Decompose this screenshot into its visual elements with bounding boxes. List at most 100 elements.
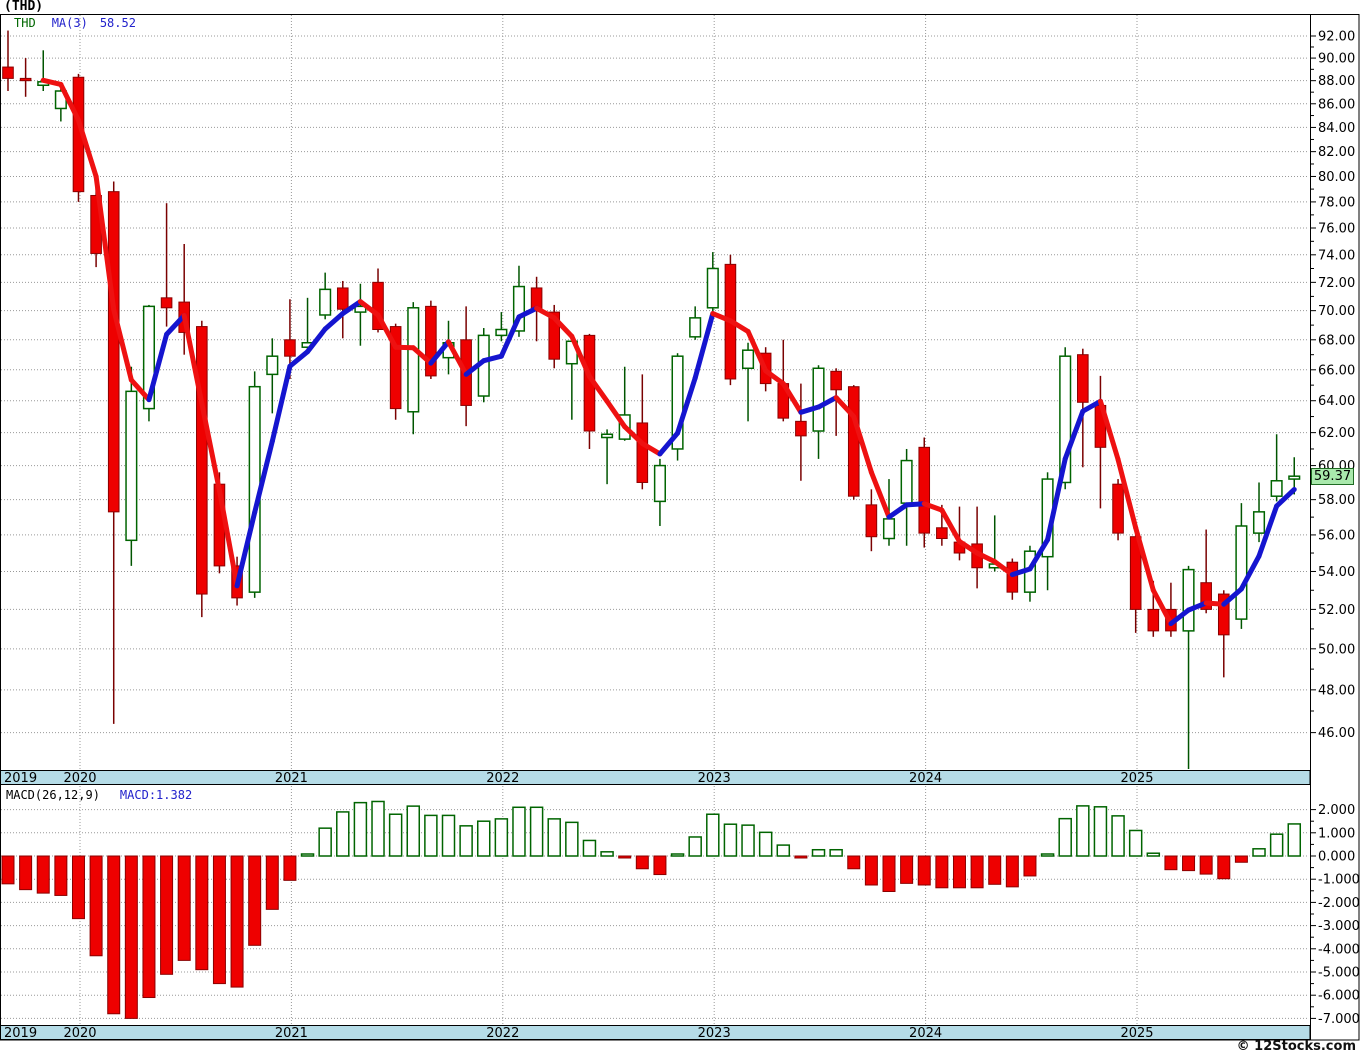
ma3-segment	[305, 326, 328, 355]
ma3-segment	[111, 307, 134, 383]
candle-51	[900, 448, 913, 546]
ma3-segment	[340, 299, 363, 317]
macd-bar-32	[565, 821, 579, 857]
candle-body	[125, 390, 138, 542]
year-label: 2023	[698, 1026, 731, 1041]
ma3-segment	[1080, 398, 1103, 414]
macd-histogram	[1, 800, 1302, 1019]
candle-19	[336, 280, 349, 339]
macd-bar-1	[19, 855, 33, 891]
candle-body	[1288, 475, 1301, 480]
candle-62	[1094, 375, 1107, 509]
ma3-segment	[1168, 607, 1192, 627]
ma3-segment	[1062, 408, 1086, 462]
macd-bar-60	[1058, 817, 1072, 857]
candle-55	[971, 506, 983, 589]
macd-bar-67	[1182, 855, 1196, 872]
price-tick-label: 76.00	[1318, 222, 1355, 237]
candle-14	[248, 371, 261, 598]
macd-bar-6	[107, 855, 121, 1015]
macd-bar-44	[776, 844, 791, 857]
price-tick-label: 68.00	[1318, 333, 1355, 348]
ma3-segment	[216, 487, 240, 589]
macd-bar-15	[265, 855, 279, 910]
candle-body	[336, 287, 349, 310]
ma3-segment	[1274, 486, 1297, 509]
candle-39	[689, 306, 702, 340]
candle-body	[548, 311, 561, 360]
candle-body	[601, 433, 614, 439]
candle-body	[741, 349, 755, 370]
ma3-segment	[446, 339, 469, 377]
macd-bar-36	[635, 855, 649, 870]
macd-bar-65	[1146, 852, 1161, 857]
ma3-segment	[58, 81, 81, 123]
copyright-footer: © 12Stocks.com	[1236, 1039, 1356, 1054]
macd-bar-47	[829, 848, 843, 857]
candle-body	[882, 518, 896, 540]
macd-bar-17	[300, 853, 315, 857]
ma3-segment	[357, 299, 381, 318]
macd-bar-41	[723, 823, 738, 857]
ma3-segment	[1097, 398, 1121, 462]
candle-29	[512, 265, 526, 337]
candle-38	[671, 353, 684, 461]
candle-body	[1112, 483, 1124, 534]
candle-body	[936, 527, 948, 540]
ma3-segment	[481, 353, 504, 364]
candle-11	[196, 320, 208, 618]
macd-bar-30	[529, 806, 544, 857]
year-label: 2020	[63, 771, 96, 786]
year-label: 2025	[1120, 771, 1153, 786]
candle-9	[160, 203, 173, 327]
candle-body	[107, 191, 120, 513]
macd-bar-5	[89, 855, 103, 957]
price-tick-label: 64.00	[1318, 394, 1355, 409]
candle-body	[1235, 525, 1248, 620]
candle-body	[900, 459, 913, 504]
ma3-segment	[904, 501, 927, 508]
price-tick-label: 58.00	[1318, 493, 1355, 508]
price-tick-label: 86.00	[1318, 97, 1355, 112]
candle-58	[1023, 545, 1037, 602]
candle-24	[425, 300, 437, 379]
candle-body	[812, 367, 825, 432]
candle-body	[653, 464, 666, 503]
macd-bar-70	[1234, 855, 1248, 863]
macd-bar-55	[970, 855, 984, 889]
macd-params-label: MACD(26,12,9)	[6, 788, 100, 802]
macd-bar-3	[54, 855, 68, 896]
ma3-segment	[516, 305, 540, 320]
ma3-segment	[586, 373, 610, 404]
price-tick-label: 74.00	[1318, 248, 1355, 263]
chart-outer-border	[0, 14, 1360, 1041]
ma3-segment	[1238, 553, 1262, 592]
macd-bar-0	[1, 855, 15, 885]
candle-body	[1077, 354, 1089, 403]
candle-28	[495, 312, 508, 342]
macd-bar-62	[1093, 806, 1108, 857]
ma3-segment	[868, 469, 892, 520]
candle-body	[160, 297, 173, 309]
macd-bar-25	[441, 814, 456, 857]
price-tick-label: 88.00	[1318, 74, 1355, 89]
ma3-segment	[956, 539, 980, 556]
ma3-segment	[146, 331, 170, 403]
year-label: 2025	[1120, 1026, 1153, 1041]
price-tick-label: 66.00	[1318, 363, 1355, 378]
ma3-segment	[1133, 525, 1156, 593]
last-price-tag: 59.37	[1311, 468, 1354, 485]
price-tick-label: 70.00	[1318, 304, 1355, 319]
macd-tick-label: -5.000	[1318, 966, 1360, 981]
year-label: 2021	[275, 771, 308, 786]
candle-23	[407, 302, 420, 435]
macd-bar-54	[952, 855, 966, 889]
ma3-segment	[604, 398, 628, 430]
candle-48	[847, 385, 860, 500]
legend-ma-value: 58.52	[99, 16, 136, 30]
macd-bar-46	[811, 848, 826, 857]
ma3-segment	[763, 368, 786, 387]
macd-bar-27	[476, 820, 491, 857]
macd-bar-24	[424, 814, 438, 857]
